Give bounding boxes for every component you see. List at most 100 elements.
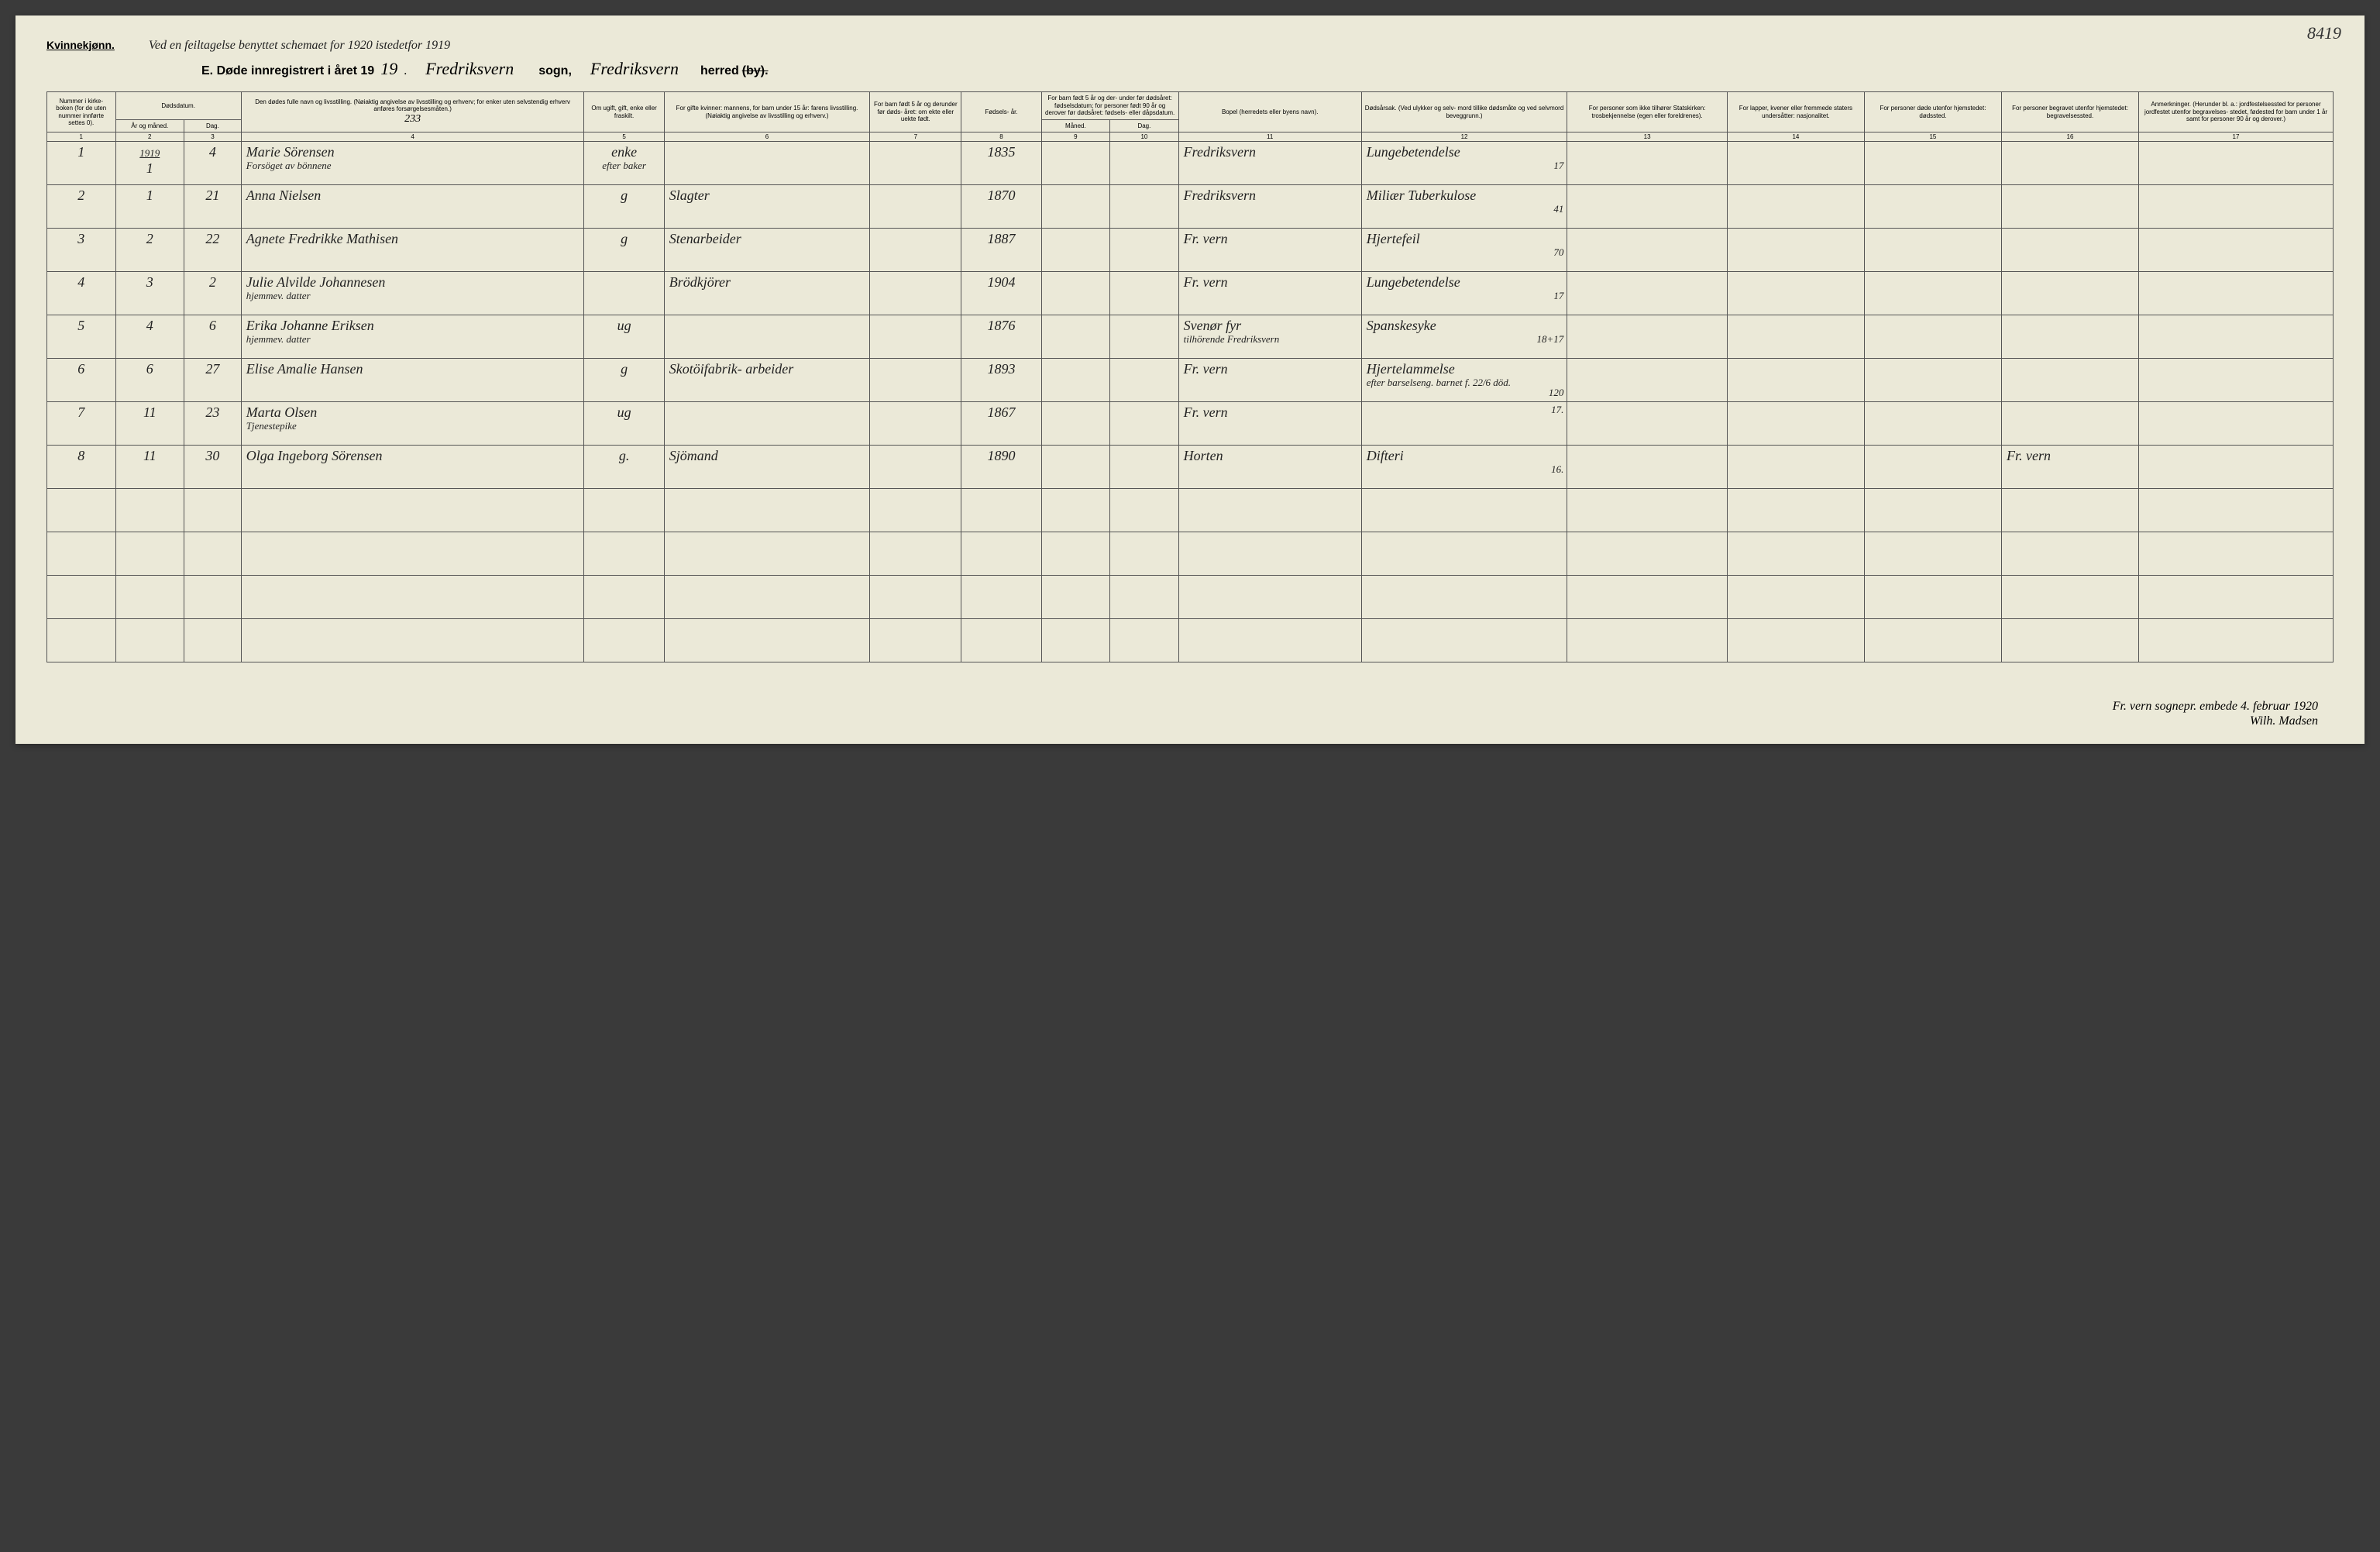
cell-empty [584, 576, 664, 619]
cell-empty [1178, 532, 1361, 576]
colnum: 8 [961, 132, 1041, 142]
cell-empty [1567, 489, 1728, 532]
cell-empty [870, 619, 961, 662]
cell [2001, 142, 2138, 185]
cell [2001, 359, 2138, 402]
herred-name: Fredriksvern [590, 59, 679, 78]
col-header: For lapper, kvener eller fremmede stater… [1727, 92, 1864, 132]
table-head: Nummer i kirke- boken (for de uten numme… [47, 92, 2334, 142]
cell [1567, 315, 1728, 359]
cell [1041, 359, 1110, 402]
cell-empty [47, 489, 116, 532]
cell: 4 [184, 142, 242, 185]
cell: 27 [184, 359, 242, 402]
cell [1041, 142, 1110, 185]
colnum: 10 [1110, 132, 1179, 142]
cell: 4 [47, 272, 116, 315]
cell: 6 [47, 359, 116, 402]
column-numbers-row: 1 2 3 4 5 6 7 8 9 10 11 12 13 14 15 16 1… [47, 132, 2334, 142]
cell-empty [1361, 489, 1567, 532]
cell: 17. [1361, 402, 1567, 446]
cell-empty [2139, 489, 2334, 532]
cell: Difteri16. [1361, 446, 1567, 489]
cell [2139, 229, 2334, 272]
cell: Slagter [664, 185, 870, 229]
cell [1864, 185, 2001, 229]
cell-empty [2139, 532, 2334, 576]
cell-empty [870, 489, 961, 532]
cell: 1887 [961, 229, 1041, 272]
cell-empty [2001, 489, 2138, 532]
register-table: Nummer i kirke- boken (for de uten numme… [46, 91, 2334, 662]
cell: 1893 [961, 359, 1041, 402]
table-row: 1191914Marie SörensenForsöget av bönnene… [47, 142, 2334, 185]
register-page: 8419 Kvinnekjønn. Ved en feiltagelse ben… [15, 15, 2365, 744]
title-line: E. Døde innregistrert i året 1919. Fredr… [201, 59, 2334, 79]
cell [1567, 446, 1728, 489]
cell-empty [1864, 489, 2001, 532]
cell [664, 142, 870, 185]
cell [1727, 446, 1864, 489]
table-body: 1191914Marie SörensenForsöget av bönnene… [47, 142, 2334, 662]
cell-empty [664, 576, 870, 619]
cell [664, 315, 870, 359]
cell: Miliær Tuberkulose41 [1361, 185, 1567, 229]
cell-empty [1041, 532, 1110, 576]
cell-empty [1110, 619, 1179, 662]
col-header: Nummer i kirke- boken (for de uten numme… [47, 92, 116, 132]
colnum: 3 [184, 132, 242, 142]
cell: 19191 [115, 142, 184, 185]
cell: Fredriksvern [1178, 142, 1361, 185]
cell: 5 [47, 315, 116, 359]
col-subheader: År og måned. [115, 119, 184, 132]
header-note: 233 [404, 113, 421, 125]
cell: Elise Amalie Hansen [241, 359, 584, 402]
cell: g. [584, 446, 664, 489]
cell: Fr. vern [2001, 446, 2138, 489]
cell [1567, 272, 1728, 315]
cell-empty [2001, 619, 2138, 662]
table-row: 6627Elise Amalie HansengSkotöifabrik- ar… [47, 359, 2334, 402]
cell [1041, 402, 1110, 446]
col-subheader: Dag. [1110, 119, 1179, 132]
table-row-empty [47, 576, 2334, 619]
cell: Lungebetendelse17 [1361, 142, 1567, 185]
cell [1727, 402, 1864, 446]
col-subheader: Måned. [1041, 119, 1110, 132]
cell [1727, 359, 1864, 402]
table-row-empty [47, 619, 2334, 662]
cell [1864, 359, 2001, 402]
cell [1864, 229, 2001, 272]
colnum: 14 [1727, 132, 1864, 142]
cell-empty [47, 532, 116, 576]
cell-empty [47, 619, 116, 662]
cell: 1876 [961, 315, 1041, 359]
cell-empty [115, 619, 184, 662]
cell: Svenør fyrtilhörende Fredriksvern [1178, 315, 1361, 359]
cell [870, 446, 961, 489]
cell [1041, 229, 1110, 272]
colnum: 5 [584, 132, 664, 142]
cell [1567, 359, 1728, 402]
cell: 6 [115, 359, 184, 402]
footer-signature: Fr. vern sognepr. embede 4. februar 1920… [2113, 699, 2318, 728]
cell: 7 [47, 402, 116, 446]
colnum: 1 [47, 132, 116, 142]
cell: Sjömand [664, 446, 870, 489]
colnum: 2 [115, 132, 184, 142]
footer-line: Fr. vern sognepr. embede 4. februar 1920 [2113, 700, 2318, 713]
cell [870, 359, 961, 402]
cell-empty [664, 532, 870, 576]
colnum: 13 [1567, 132, 1728, 142]
cell [870, 272, 961, 315]
cell-empty [1864, 619, 2001, 662]
table-row: 432Julie Alvilde Johannesenhjemmev. datt… [47, 272, 2334, 315]
cell [1041, 272, 1110, 315]
cell-empty [1567, 619, 1728, 662]
cell [1727, 315, 1864, 359]
herred-label: herred [700, 64, 739, 77]
cell-empty [870, 576, 961, 619]
colnum: 6 [664, 132, 870, 142]
cell [1567, 185, 1728, 229]
cell [1110, 142, 1179, 185]
